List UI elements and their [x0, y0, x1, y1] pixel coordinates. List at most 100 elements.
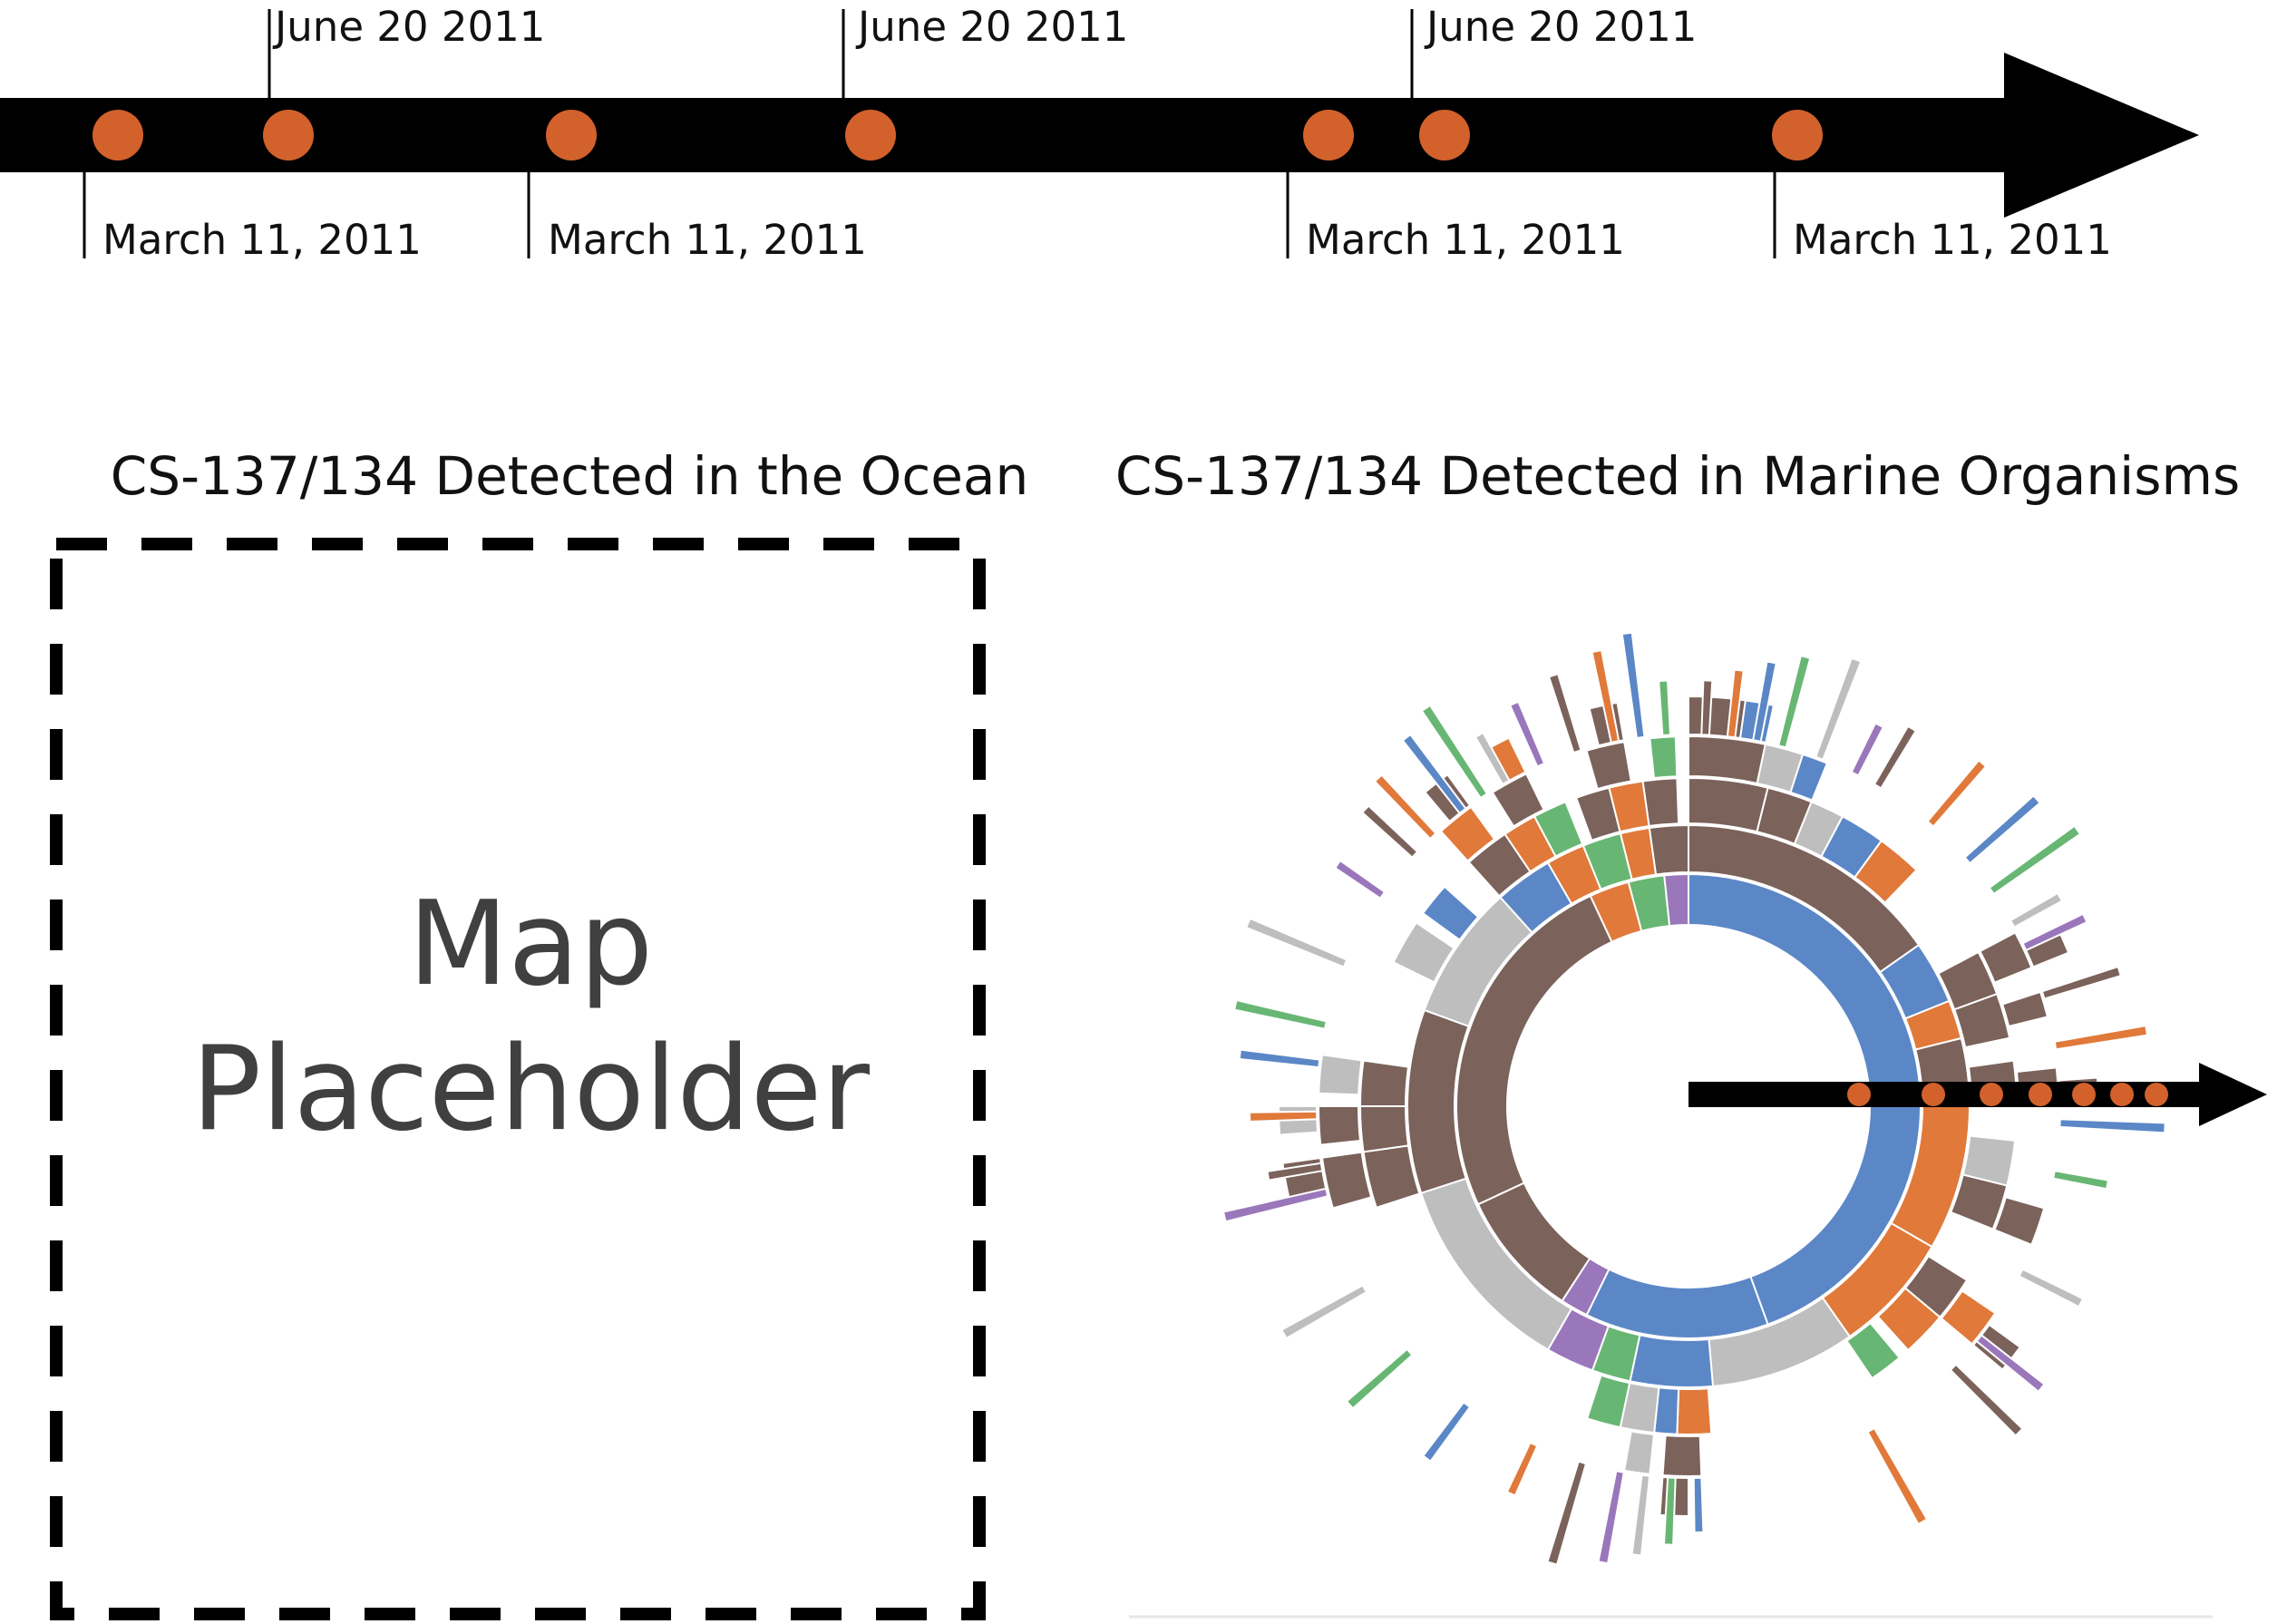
sunburst-segment: [2000, 990, 2049, 1028]
sunburst-segment: [1993, 1196, 2046, 1247]
sunburst-segment: [1726, 668, 1745, 739]
organisms-panel: CS-137/134 Detected in Marine Organisms: [1115, 445, 2267, 1619]
map-placeholder-line1: Map: [408, 877, 653, 1012]
sunburst-segment: [1814, 656, 1863, 762]
arrow-right-icon: [2004, 53, 2199, 218]
sunburst-segment: [1392, 921, 1455, 984]
timeline-event-label: June 20 2011: [1424, 3, 1697, 51]
inset-timeline-dot: [1847, 1083, 1871, 1106]
sunburst-segment: [1688, 872, 1922, 1326]
sunburst-segment: [1692, 1476, 1705, 1533]
map-placeholder-line2: Placeholder: [191, 1022, 870, 1157]
timeline-event-label: March 11, 2011: [548, 216, 867, 264]
sunburst-segment: [1508, 700, 1546, 768]
sunburst-segment: [2018, 1268, 2085, 1308]
inset-timeline-dot: [1922, 1083, 1945, 1106]
sunburst-segment: [1979, 931, 2033, 984]
inset-timeline-dot: [2145, 1083, 2168, 1106]
sunburst-segment: [1629, 1334, 1715, 1388]
sunburst-segment: [1360, 804, 1419, 860]
sunburst-chart: [1221, 631, 2166, 1566]
sunburst-segment: [1585, 1374, 1631, 1429]
sunburst-segment: [1474, 731, 1511, 786]
sunburst-segment: [1420, 704, 1489, 800]
sunburst-segment: [1676, 1387, 1713, 1435]
sunburst-segment: [1700, 679, 1714, 736]
sunburst-segment: [1345, 1347, 1414, 1410]
sunburst-segment: [1233, 998, 1328, 1030]
sunburst-segment: [1926, 759, 1988, 828]
timeline-event-dot: [546, 110, 597, 160]
ocean-panel-title: CS-137/134 Detected in the Ocean: [111, 445, 1028, 507]
sunburst-segment: [1266, 1162, 1324, 1182]
sunburst-segment: [2040, 965, 2122, 1000]
sunburst-segment: [1591, 648, 1620, 744]
timeline-event-label: June 20 2011: [855, 3, 1128, 51]
sunburst-segment: [1280, 1284, 1368, 1340]
sunburst-segment: [1533, 801, 1584, 858]
inset-timeline: [1688, 1063, 2267, 1126]
timeline-event-dot: [1303, 110, 1354, 160]
sunburst-segment: [1688, 776, 1769, 833]
sunburst-segment: [1845, 1321, 1902, 1380]
sunburst-segment: [1988, 824, 2082, 896]
sunburst-segment: [1620, 631, 1646, 740]
timeline-event-label: March 11, 2011: [1793, 216, 2112, 264]
sunburst-segment: [1648, 823, 1689, 876]
sunburst-segment: [1401, 733, 1467, 815]
sunburst-segment: [1491, 772, 1545, 828]
sunburst-segment: [2021, 912, 2088, 952]
timeline: March 11, 2011 June 20 2011 March 11, 2011…: [0, 3, 2199, 264]
sunburst-segment: [1630, 1473, 1651, 1557]
sunburst-segment: [1940, 1289, 1997, 1346]
inset-timeline-dot: [2029, 1083, 2052, 1106]
sunburst-segment: [1688, 734, 1767, 785]
sunburst-segment: [1585, 741, 1632, 791]
sunburst-segment: [1358, 1059, 1410, 1107]
sunburst-segment: [1317, 1105, 1362, 1146]
sunburst-segment: [1853, 839, 1918, 904]
timeline-event-dot: [845, 110, 896, 160]
sunburst-segment: [1876, 1287, 1942, 1352]
sunburst-segment: [1421, 1401, 1472, 1463]
sunburst-segment: [1975, 1334, 2046, 1394]
sunburst-segment: [1752, 660, 1777, 743]
inset-timeline-dot: [1980, 1083, 2003, 1106]
sunburst-segment: [1238, 1048, 1321, 1069]
inset-timeline-dot: [2072, 1083, 2096, 1106]
sunburst-segment: [2053, 1024, 2149, 1051]
sunburst-segment: [1439, 805, 1496, 862]
sunburst-segment: [1873, 724, 1918, 790]
sunburst-segment: [2052, 1170, 2110, 1191]
timeline-event-label: March 11, 2011: [1306, 216, 1625, 264]
timeline-event-dot: [1772, 110, 1823, 160]
sunburst-segment: [1952, 992, 2011, 1049]
timeline-event-label: March 11, 2011: [102, 216, 422, 264]
sunburst-segment: [1622, 1430, 1656, 1475]
sunburst-segment: [1663, 872, 1689, 928]
sunburst-segment: [1249, 1110, 1319, 1123]
timeline-event-dot: [92, 110, 143, 160]
sunburst-segment: [1333, 859, 1387, 900]
inset-timeline-dot: [2110, 1083, 2134, 1106]
sunburst-segment: [1662, 1476, 1677, 1546]
sunburst-segment: [1421, 885, 1480, 942]
sunburst-segment: [1658, 679, 1672, 737]
timeline-event-dot: [263, 110, 314, 160]
timeline-event-label: June 20 2011: [272, 3, 545, 51]
sunburst-segment: [1597, 1470, 1625, 1565]
sunburst-segment: [1244, 917, 1348, 968]
sunburst-segment: [1318, 1054, 1363, 1096]
sunburst-segment: [1776, 654, 1812, 749]
sunburst-segment: [1221, 1187, 1329, 1223]
sunburst-segment: [1649, 735, 1679, 780]
sunburst-segment: [1358, 1105, 1410, 1153]
sunburst-segment: [1373, 773, 1437, 841]
sunburst-segment: [1505, 1441, 1539, 1497]
sunburst-segment: [1546, 1460, 1588, 1566]
timeline-event-dot: [1419, 110, 1470, 160]
timeline-axis: [0, 98, 2031, 172]
sunburst-segment: [1949, 1363, 2024, 1437]
sunburst-segment: [1866, 1426, 1929, 1526]
